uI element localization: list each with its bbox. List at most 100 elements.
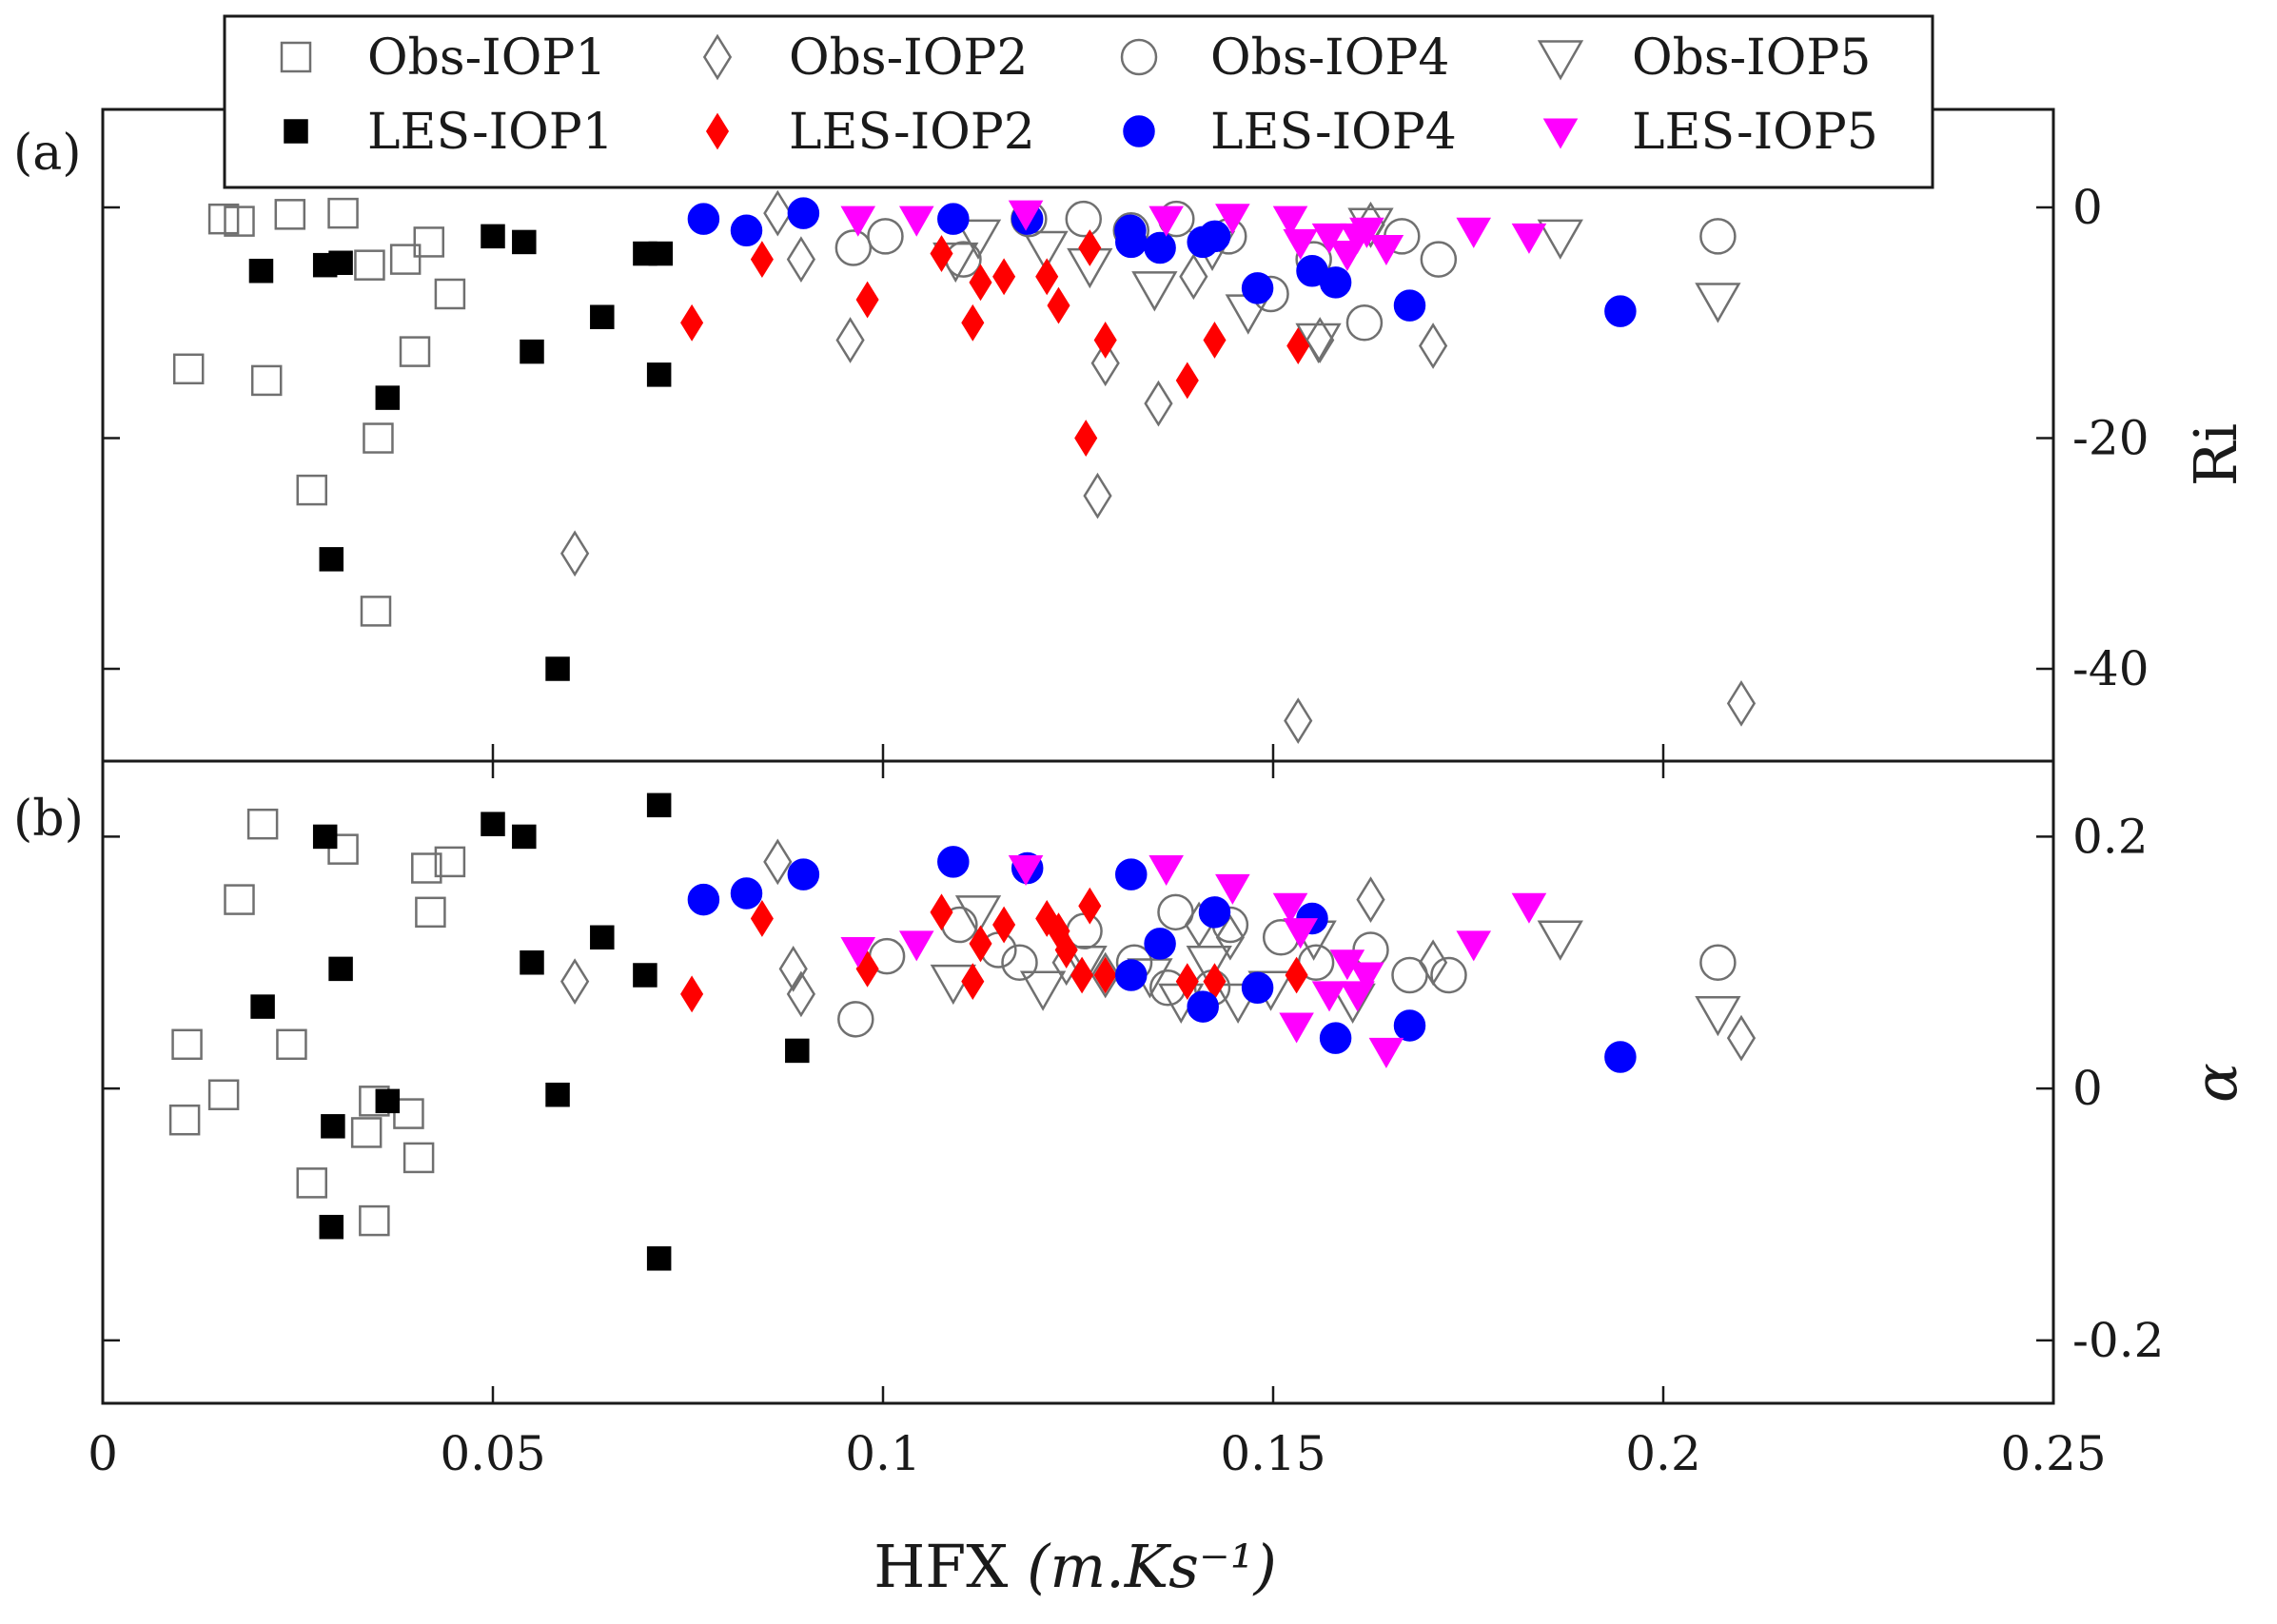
panel-b-point-obs-iop1 [224,884,255,915]
panel-b-y-ticks: 0.2 0 -0.2 [103,809,2164,1368]
y-axis-label-alpha: α [2181,1063,2250,1103]
panel-a-point-obs-iop4 [1065,200,1102,238]
panel-b-point-obs-iop2 [1051,939,1081,987]
panel-b-point-obs-iop1 [415,896,446,929]
panel-b-point-obs-iop1 [411,852,442,884]
panel-b-point-obs-iop1 [434,846,466,878]
panel-b-point-obs-iop1 [171,1028,203,1061]
panel-a-point-les-iop5 [1511,223,1547,254]
panel-a-point-obs-iop1 [224,205,255,237]
panel-b-point-obs-iop2 [1726,1014,1757,1062]
panel-b-point-les-iop5 [1511,892,1547,924]
legend-label-les-iop4: LES-IOP4 [1210,104,1457,161]
panel-b-points [168,792,1757,1271]
panel-a-point-obs-iop2 [1418,323,1448,369]
panel-a-point-les-iop4 [687,203,720,235]
panel-b-point-obs-iop2 [1090,951,1120,999]
panel-b-point-obs-iop1 [402,1142,435,1174]
panel-b-point-obs-iop5 [1019,970,1067,1011]
panel-a-point-obs-iop4 [867,218,904,255]
panel-b-point-obs-iop2 [786,970,816,1018]
panel-b-label: (b) [13,791,84,848]
panel-b-point-obs-iop2 [763,838,793,886]
panel-b-point-obs-iop5 [1061,946,1108,987]
panel-b-point-obs-iop1 [276,1028,307,1061]
panel-b-point-les-iop5 [840,937,876,969]
legend-label-obs-iop2: Obs-IOP2 [789,29,1028,87]
panel-b-point-les-iop1 [545,1082,570,1107]
panel-b-point-les-iop2 [961,963,985,1001]
panel-b-point-les-iop2 [992,906,1016,944]
legend-label-les-iop2: LES-IOP2 [789,104,1035,161]
panel-b-point-les-iop5 [1283,918,1318,949]
panel-a-point-obs-iop1 [250,364,283,397]
panel-b-point-obs-iop1 [393,1098,424,1129]
panel-b-point-obs-iop5 [1214,983,1262,1024]
panel-a-y-tick-label: 0 [2072,180,2103,235]
panel-a-point-obs-iop1 [296,474,328,506]
panel-b-point-les-iop5 [1279,1012,1314,1044]
panel-a-point-obs-iop4 [834,229,873,266]
panel-a-point-obs-iop1 [363,422,394,454]
panel-a-point-les-iop5 [1008,200,1044,231]
panel-b-point-obs-iop2 [1418,939,1448,987]
panel-a-point-les-iop1 [520,339,544,364]
panel-b-point-les-iop4 [1393,1009,1426,1042]
panel-a-point-obs-iop2 [786,236,816,283]
panel-a-label: (a) [13,125,82,182]
x-tick-label: 0.15 [1220,1426,1325,1481]
panel-b-point-les-iop4 [1604,1041,1637,1073]
panel-b-point-les-iop4 [730,877,763,910]
panel-a-point-les-iop5 [1311,223,1347,254]
panel-a-y-tick-label: -20 [2072,411,2149,466]
panel-a-point-les-iop1 [648,241,674,266]
panel-a-point-obs-iop1 [172,353,205,385]
panel-a-point-obs-iop2 [835,317,865,363]
panel-b-point-les-iop1 [785,1038,810,1064]
panel-b-point-les-iop4 [1187,990,1219,1023]
panel-b-point-obs-iop1 [359,1204,390,1237]
panel-a-point-obs-iop1 [413,226,445,258]
panel-a-point-obs-iop5 [1131,271,1178,312]
panel-a-point-obs-iop4 [1420,241,1458,278]
panel-a-point-les-iop5 [1349,217,1384,248]
legend-marker-obs-iop4 [1120,38,1158,76]
legend-marker-les-iop2 [705,112,730,150]
panel-b-point-les-iop4 [1319,1022,1352,1054]
panel-b-point-les-iop1 [321,1114,345,1139]
legend: Obs-IOP1 LES-IOP1 Obs-IOP2 LES-IOP2 Obs-IOP4… [223,14,1934,189]
legend-marker-obs-iop5 [1537,40,1584,81]
panel-a-point-les-iop5 [1272,205,1308,237]
panel-a-point-obs-iop2 [1090,340,1120,387]
panel-b-point-obs-iop4 [1699,944,1737,982]
panel-b-point-les-iop4 [787,858,820,890]
panel-a-point-obs-iop2 [1144,380,1173,427]
panel-a-point-les-iop1 [481,224,505,249]
panel-a-point-obs-iop1 [207,203,240,235]
panel-b-point-les-iop1 [250,994,275,1019]
panel-b-point-les-iop2 [750,900,774,937]
legend-label-les-iop5: LES-IOP5 [1632,104,1878,161]
panel-b-point-les-iop2 [1035,900,1059,937]
panel-b-point-obs-iop5 [1695,995,1741,1037]
panel-a-point-obs-iop5 [1695,283,1741,323]
panel-a-point-les-iop5 [1456,217,1492,248]
panel-b-point-obs-iop2 [559,958,590,1005]
panel-b-point-les-iop1 [646,792,672,818]
panel-b-point-les-iop2 [1285,956,1308,994]
panel-a-point-les-iop4 [1115,225,1148,259]
panel-b-point-les-iop1 [520,950,544,975]
panel-a-point-obs-iop4 [1699,218,1737,255]
legend-items: Obs-IOP1 LES-IOP1 Obs-IOP2 LES-IOP2 Obs-IOP4… [280,29,1878,161]
panel-b-point-les-iop4 [1144,928,1176,960]
panel-a-point-les-iop2 [961,303,985,342]
panel-a-point-les-iop2 [1047,286,1070,324]
panel-b-point-les-iop1 [646,1246,672,1271]
panel-a-point-obs-iop1 [327,197,359,229]
panel-a-point-les-iop4 [937,203,970,235]
panel-b-point-les-iop5 [1008,855,1044,887]
panel-a-point-obs-iop4 [1345,304,1384,342]
panel-a-point-les-iop2 [1078,229,1102,266]
panel-b-y-tick-label: 0 [2072,1061,2103,1116]
